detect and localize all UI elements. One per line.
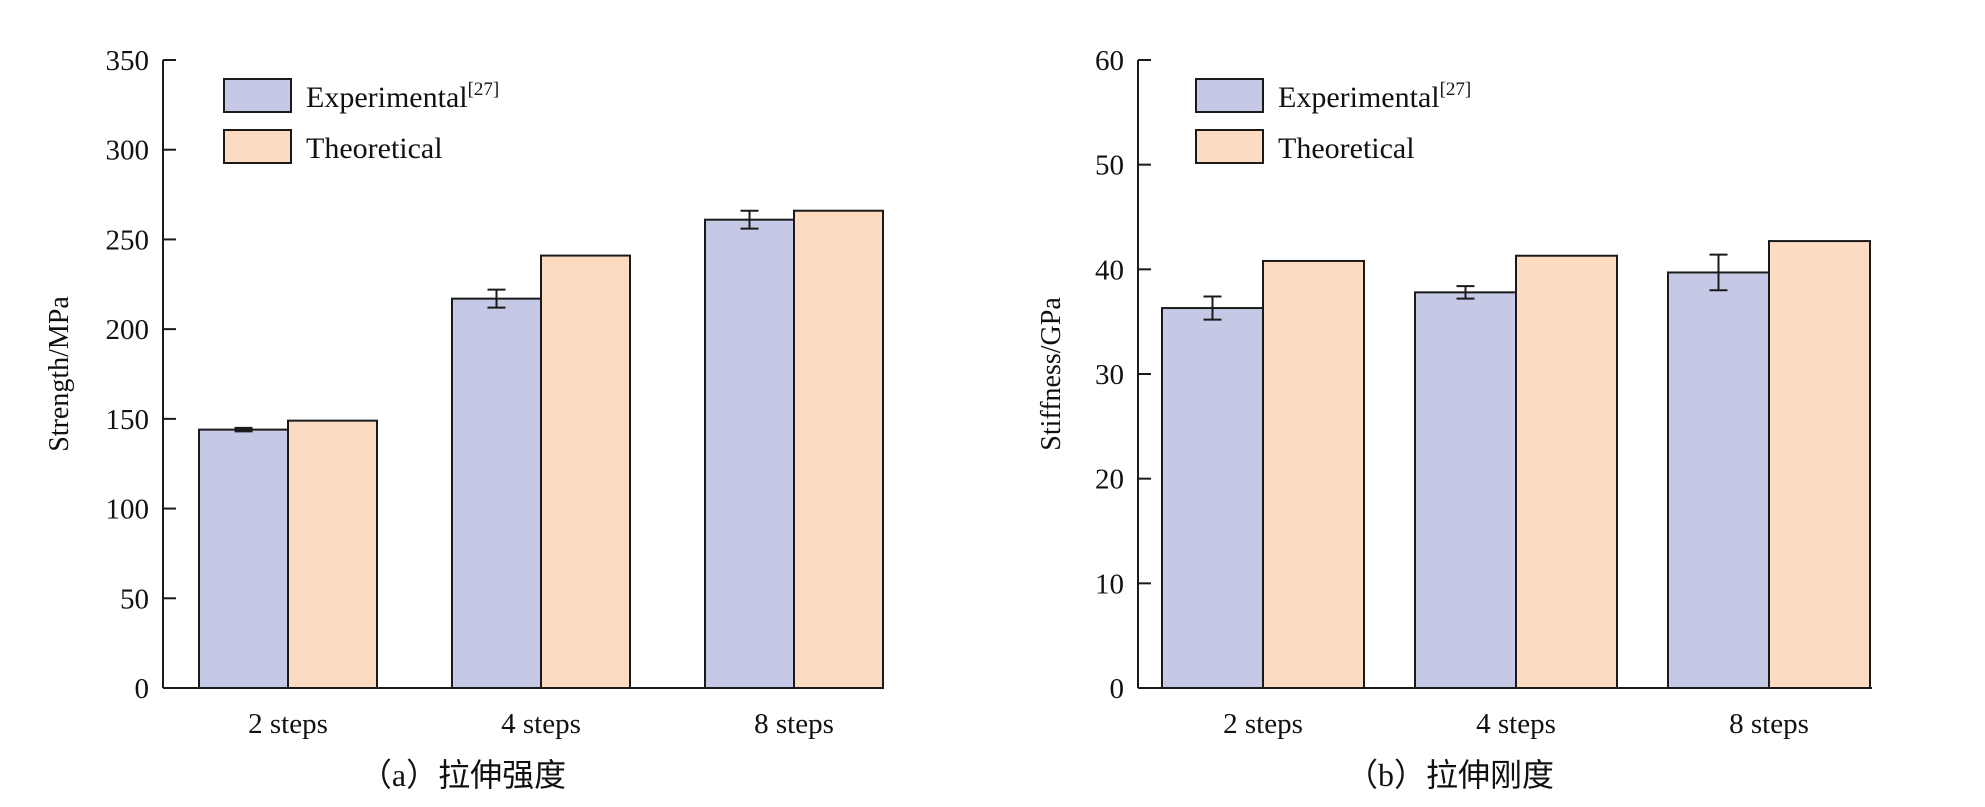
error-bar-1: [234, 426, 253, 433]
legend-citation: [27]: [468, 79, 500, 100]
bar-theoretical-2: [540, 254, 631, 689]
legend-label-experimental: Experimental[27]: [306, 79, 499, 114]
legend-swatch-experimental: [223, 78, 292, 113]
x-tick-label: 8 steps: [1729, 708, 1809, 740]
legend-swatch-theoretical: [1195, 129, 1264, 164]
legend-swatch-theoretical: [223, 129, 292, 164]
panel-caption: （a）拉伸强度: [360, 757, 566, 793]
legend-citation: [27]: [1440, 79, 1472, 100]
y-tick-label: 20: [1095, 464, 1124, 496]
y-tick-label: 200: [106, 314, 150, 346]
legend-swatch-experimental: [1195, 78, 1264, 113]
legend: Experimental[27] Theoretical: [223, 78, 499, 165]
bar-experimental-1: [198, 428, 289, 689]
legend: Experimental[27] Theoretical: [1195, 78, 1471, 165]
y-tick-label: 10: [1095, 568, 1124, 600]
error-bar-3: [740, 209, 759, 230]
bar-theoretical-1: [1262, 259, 1365, 689]
bar-theoretical-2: [1515, 254, 1618, 690]
error-bar-2: [487, 288, 506, 309]
y-tick-label: 0: [1110, 673, 1125, 705]
x-tick-label: 8 steps: [754, 708, 834, 740]
y-tick-label: 60: [1095, 45, 1124, 77]
x-tick-label: 2 steps: [1223, 708, 1303, 740]
chart-panel-b: 2 steps 4 steps 8 steps 0 10 20 30 40 50 60 Stiffn…: [1036, 45, 1872, 793]
chart-panel-a: 2 steps 4 steps 8 steps 0 50 100 150 200 250 300 3…: [44, 45, 884, 793]
y-axis-title: Stiffness/GPa: [1036, 297, 1067, 451]
bar-theoretical-3: [793, 209, 884, 689]
bar-theoretical-1: [287, 419, 378, 689]
x-tick-label: 2 steps: [248, 708, 328, 740]
bar-experimental-2: [1414, 291, 1517, 689]
error-bar-3: [1709, 253, 1728, 292]
legend-label-experimental: Experimental[27]: [1278, 79, 1471, 114]
legend-label-theoretical: Theoretical: [1278, 132, 1415, 165]
y-tick-label: 250: [106, 224, 150, 256]
panel-caption: （b）拉伸刚度: [1346, 757, 1554, 793]
bar-experimental-3: [704, 218, 795, 689]
y-tick-label: 50: [1095, 150, 1124, 182]
bar-experimental-1: [1161, 307, 1264, 689]
x-tick-label: 4 steps: [1476, 708, 1556, 740]
bar-theoretical-3: [1768, 240, 1871, 689]
y-tick-label: 0: [135, 673, 150, 705]
y-tick-label: 150: [106, 404, 150, 436]
error-bar-1: [1203, 295, 1222, 321]
bar-experimental-3: [1667, 271, 1770, 689]
y-tick-label: 50: [120, 583, 149, 615]
y-tick-label: 40: [1095, 254, 1124, 286]
y-tick-label: 350: [106, 45, 150, 77]
error-bar-2: [1456, 285, 1475, 300]
legend-label-theoretical: Theoretical: [306, 132, 443, 165]
y-tick-label: 300: [106, 135, 150, 167]
y-axis-title: Strength/MPa: [44, 296, 75, 452]
bar-experimental-2: [451, 297, 542, 689]
y-tick-label: 100: [106, 494, 150, 526]
x-tick-label: 4 steps: [501, 708, 581, 740]
y-tick-label: 30: [1095, 359, 1124, 391]
